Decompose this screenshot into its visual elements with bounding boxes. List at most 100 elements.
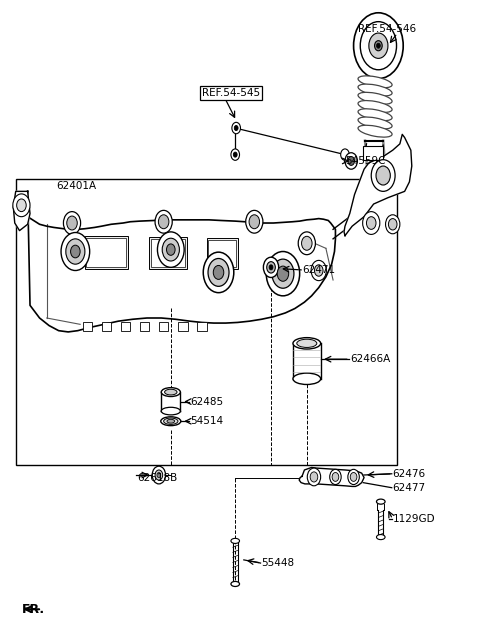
Ellipse shape bbox=[376, 535, 385, 539]
Bar bbox=[86, 238, 126, 266]
Ellipse shape bbox=[358, 109, 392, 121]
Circle shape bbox=[213, 265, 224, 279]
Circle shape bbox=[369, 33, 388, 59]
Bar bbox=[363, 146, 383, 160]
Circle shape bbox=[366, 217, 376, 230]
Text: REF.54-545: REF.54-545 bbox=[202, 88, 260, 98]
Circle shape bbox=[167, 244, 175, 255]
Circle shape bbox=[311, 260, 326, 280]
Circle shape bbox=[354, 13, 403, 79]
Ellipse shape bbox=[358, 92, 392, 104]
Circle shape bbox=[155, 211, 172, 233]
Circle shape bbox=[267, 261, 276, 273]
Text: REF.54-546: REF.54-546 bbox=[359, 24, 417, 34]
Ellipse shape bbox=[165, 389, 177, 395]
Bar bbox=[16, 179, 397, 465]
Circle shape bbox=[376, 166, 390, 185]
Circle shape bbox=[66, 239, 85, 264]
Circle shape bbox=[307, 468, 321, 486]
Bar bbox=[159, 322, 168, 331]
Text: 62485: 62485 bbox=[190, 397, 223, 406]
Circle shape bbox=[332, 473, 339, 481]
Circle shape bbox=[348, 469, 360, 485]
Bar bbox=[208, 240, 236, 266]
Text: 62401A: 62401A bbox=[56, 181, 96, 191]
Circle shape bbox=[341, 149, 349, 160]
Circle shape bbox=[249, 215, 260, 229]
Polygon shape bbox=[344, 134, 412, 236]
Circle shape bbox=[363, 212, 380, 235]
Text: 62618B: 62618B bbox=[137, 473, 178, 483]
Ellipse shape bbox=[164, 418, 178, 424]
Ellipse shape bbox=[161, 417, 181, 425]
Circle shape bbox=[388, 219, 397, 230]
Circle shape bbox=[350, 473, 357, 481]
Bar bbox=[85, 236, 128, 268]
Circle shape bbox=[301, 237, 312, 250]
Circle shape bbox=[71, 245, 80, 258]
Ellipse shape bbox=[231, 538, 240, 543]
Text: 55448: 55448 bbox=[262, 558, 295, 568]
Ellipse shape bbox=[293, 373, 321, 385]
Bar bbox=[140, 322, 149, 331]
Circle shape bbox=[232, 122, 240, 134]
Circle shape bbox=[63, 212, 81, 235]
Polygon shape bbox=[299, 467, 364, 487]
Circle shape bbox=[269, 265, 273, 270]
Circle shape bbox=[13, 194, 30, 217]
Circle shape bbox=[61, 233, 90, 270]
Circle shape bbox=[157, 232, 184, 267]
Ellipse shape bbox=[231, 581, 240, 586]
Circle shape bbox=[246, 211, 263, 233]
Circle shape bbox=[155, 470, 163, 480]
Bar bbox=[149, 237, 187, 268]
Ellipse shape bbox=[358, 76, 392, 88]
Text: 54559C: 54559C bbox=[345, 156, 385, 166]
Bar bbox=[178, 322, 188, 331]
Polygon shape bbox=[28, 191, 336, 332]
Circle shape bbox=[314, 265, 323, 276]
Circle shape bbox=[162, 238, 180, 261]
Circle shape bbox=[277, 266, 288, 281]
Circle shape bbox=[360, 22, 396, 70]
Ellipse shape bbox=[358, 117, 392, 129]
Circle shape bbox=[158, 215, 169, 229]
Ellipse shape bbox=[358, 100, 392, 113]
Circle shape bbox=[67, 216, 77, 230]
Circle shape bbox=[264, 257, 279, 277]
Circle shape bbox=[348, 156, 355, 165]
Circle shape bbox=[385, 215, 400, 234]
Text: 62476: 62476 bbox=[393, 469, 426, 479]
Circle shape bbox=[234, 125, 238, 130]
Text: 62471: 62471 bbox=[302, 265, 335, 275]
Bar bbox=[151, 239, 185, 266]
Circle shape bbox=[208, 258, 229, 286]
Circle shape bbox=[310, 472, 318, 482]
Ellipse shape bbox=[161, 388, 180, 396]
Ellipse shape bbox=[376, 499, 385, 504]
Circle shape bbox=[345, 153, 358, 169]
Ellipse shape bbox=[161, 407, 180, 415]
Circle shape bbox=[298, 232, 315, 254]
Bar bbox=[206, 238, 238, 268]
Circle shape bbox=[371, 160, 395, 191]
Text: 54514: 54514 bbox=[190, 416, 223, 426]
Circle shape bbox=[374, 41, 382, 51]
Circle shape bbox=[17, 199, 26, 212]
Circle shape bbox=[272, 259, 294, 288]
Ellipse shape bbox=[297, 339, 317, 347]
Circle shape bbox=[152, 466, 166, 484]
Circle shape bbox=[157, 473, 161, 478]
Circle shape bbox=[266, 251, 300, 296]
Circle shape bbox=[376, 43, 380, 48]
Ellipse shape bbox=[167, 419, 175, 423]
Circle shape bbox=[233, 152, 237, 157]
Polygon shape bbox=[13, 191, 30, 231]
Text: 62466A: 62466A bbox=[350, 354, 390, 364]
Circle shape bbox=[231, 149, 240, 160]
Text: FR.: FR. bbox=[22, 603, 45, 616]
Bar bbox=[120, 322, 130, 331]
Ellipse shape bbox=[293, 338, 321, 349]
Bar bbox=[197, 322, 206, 331]
Circle shape bbox=[203, 252, 234, 293]
